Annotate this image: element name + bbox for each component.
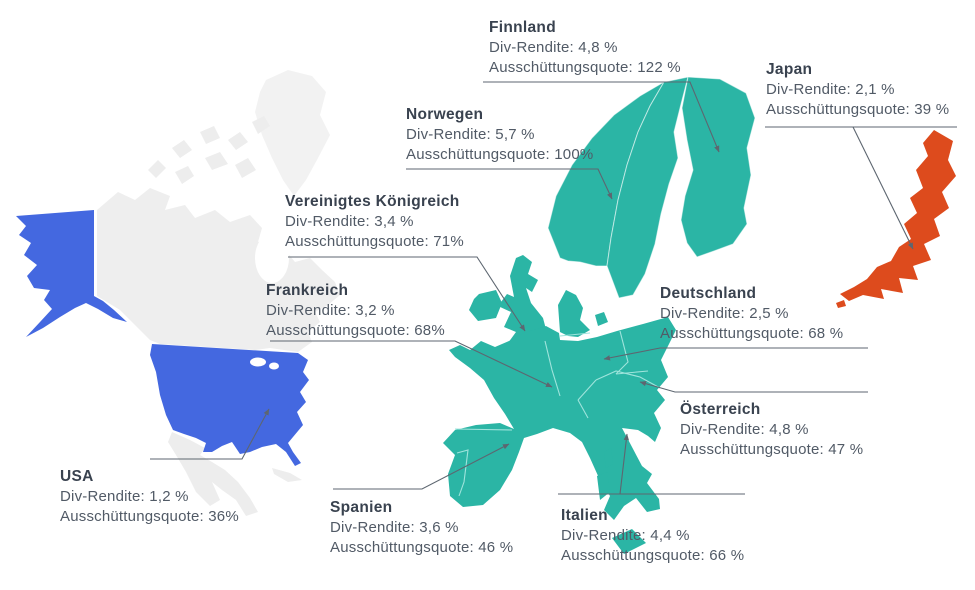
country-label-vereinigtes-koenigreich: Vereinigtes Königreich Div-Rendite: 3,4 … bbox=[285, 192, 464, 252]
country-payout-ratio: Ausschüttungsquote: 47 % bbox=[680, 441, 864, 458]
country-payout-ratio: Ausschüttungsquote: 66 % bbox=[561, 547, 745, 564]
region-usa-mainland bbox=[150, 344, 309, 466]
country-payout-ratio: Ausschüttungsquote: 46 % bbox=[330, 539, 514, 556]
country-name: Finnland bbox=[489, 19, 556, 36]
country-payout-ratio: Ausschüttungsquote: 68% bbox=[266, 322, 445, 339]
leader-norwegen bbox=[406, 168, 613, 200]
leader-frankreich bbox=[270, 340, 553, 388]
country-div-rendite: Div-Rendite: 3,6 % bbox=[330, 519, 459, 536]
region-finland bbox=[680, 76, 756, 258]
country-div-rendite: Div-Rendite: 2,5 % bbox=[660, 305, 789, 322]
country-label-frankreich: Frankreich Div-Rendite: 3,2 % Ausschüttu… bbox=[266, 281, 445, 341]
region-cuba bbox=[272, 468, 302, 482]
region-canada bbox=[97, 188, 340, 352]
region-alaska bbox=[16, 210, 127, 337]
region-denmark bbox=[558, 290, 590, 337]
country-name: Japan bbox=[766, 61, 813, 78]
country-name: Österreich bbox=[680, 401, 761, 418]
leader-vereinigtes-koenigreich bbox=[288, 256, 526, 332]
country-label-usa: USA Div-Rendite: 1,2 % Ausschüttungsquot… bbox=[60, 467, 239, 527]
country-name: Vereinigtes Königreich bbox=[285, 193, 460, 210]
country-div-rendite: Div-Rendite: 4,8 % bbox=[680, 421, 809, 438]
country-payout-ratio: Ausschüttungsquote: 71% bbox=[285, 233, 464, 250]
country-div-rendite: Div-Rendite: 1,2 % bbox=[60, 488, 189, 505]
country-name: Deutschland bbox=[660, 285, 757, 302]
country-label-finnland: Finnland Div-Rendite: 4,8 % Ausschüttung… bbox=[489, 18, 681, 78]
hudson-bay bbox=[255, 233, 289, 283]
arctic-islands bbox=[148, 116, 270, 184]
country-div-rendite: Div-Rendite: 4,8 % bbox=[489, 39, 618, 56]
region-united-kingdom bbox=[498, 255, 547, 347]
region-japan-island bbox=[836, 300, 846, 308]
country-label-italien: Italien Div-Rendite: 4,4 % Ausschüttungs… bbox=[561, 506, 744, 566]
country-name: Frankreich bbox=[266, 282, 349, 299]
country-label-oesterreich: Österreich Div-Rendite: 4,8 % Ausschüttu… bbox=[680, 400, 863, 460]
leader-japan bbox=[852, 126, 914, 250]
region-mexico bbox=[168, 432, 258, 516]
region-japan bbox=[840, 130, 956, 301]
country-payout-ratio: Ausschüttungsquote: 68 % bbox=[660, 325, 844, 342]
country-div-rendite: Div-Rendite: 2,1 % bbox=[766, 81, 895, 98]
leader-finnland bbox=[483, 81, 720, 153]
leader-italien bbox=[619, 433, 629, 495]
country-label-norwegen: Norwegen Div-Rendite: 5,7 % Ausschüttung… bbox=[406, 105, 593, 165]
country-div-rendite: Div-Rendite: 3,2 % bbox=[266, 302, 395, 319]
leader-spanien bbox=[333, 443, 510, 490]
country-payout-ratio: Ausschüttungsquote: 36% bbox=[60, 508, 239, 525]
country-label-spanien: Spanien Div-Rendite: 3,6 % Ausschüttungs… bbox=[330, 498, 513, 558]
great-lakes bbox=[250, 357, 279, 370]
leader-deutschland bbox=[603, 347, 868, 361]
country-div-rendite: Div-Rendite: 5,7 % bbox=[406, 126, 535, 143]
country-payout-ratio: Ausschüttungsquote: 39 % bbox=[766, 101, 950, 118]
region-greenland bbox=[255, 70, 330, 196]
region-denmark-island bbox=[595, 312, 608, 326]
region-sardinia bbox=[597, 472, 610, 500]
country-payout-ratio: Ausschüttungsquote: 122 % bbox=[489, 59, 681, 76]
leader-usa bbox=[150, 408, 270, 460]
leader-oesterreich bbox=[639, 381, 868, 393]
region-ireland bbox=[469, 290, 502, 321]
country-name: Italien bbox=[561, 507, 608, 524]
country-label-deutschland: Deutschland Div-Rendite: 2,5 % Ausschütt… bbox=[660, 284, 843, 344]
country-label-japan: Japan Div-Rendite: 2,1 % Ausschüttungsqu… bbox=[766, 60, 949, 120]
region-sicily bbox=[612, 529, 646, 554]
country-name: USA bbox=[60, 468, 94, 485]
country-div-rendite: Div-Rendite: 3,4 % bbox=[285, 213, 414, 230]
country-payout-ratio: Ausschüttungsquote: 100% bbox=[406, 146, 594, 163]
region-sweden bbox=[606, 76, 689, 299]
region-corsica bbox=[604, 448, 613, 468]
region-continental-europe bbox=[443, 317, 676, 520]
country-name: Norwegen bbox=[406, 106, 484, 123]
country-div-rendite: Div-Rendite: 4,4 % bbox=[561, 527, 690, 544]
country-name: Spanien bbox=[330, 499, 393, 516]
